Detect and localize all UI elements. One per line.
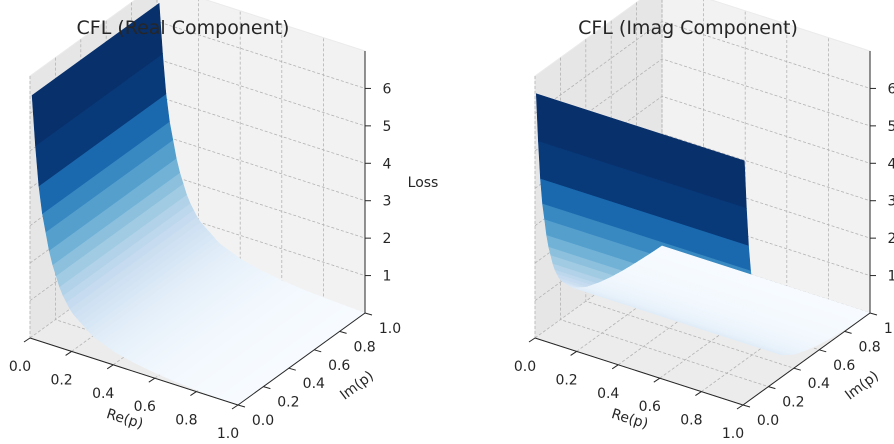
y-tick-label: 0.8 — [353, 339, 375, 355]
y-tick-mark — [844, 330, 852, 334]
x-tick-mark — [106, 364, 114, 370]
x-tick-label: 0.0 — [514, 359, 536, 375]
z-tick-label: 6 — [888, 81, 894, 97]
x-tick-mark — [148, 377, 156, 383]
y-tick-mark — [768, 386, 776, 390]
x-tick-label: 0.2 — [555, 372, 577, 388]
subplot-real: 0.00.20.40.60.81.00.00.20.40.60.81.01234… — [9, 0, 438, 442]
x-tick-label: 0.0 — [9, 359, 31, 375]
subplot-imag: 0.00.20.40.60.81.00.00.20.40.60.81.01234… — [514, 0, 894, 442]
y-tick-label: 0.6 — [328, 358, 350, 374]
x-tick-mark — [611, 364, 619, 370]
z-tick-label: 5 — [383, 119, 392, 135]
x-axis-line — [534, 337, 744, 406]
y-tick-label: 0.6 — [833, 358, 855, 374]
y-axis-line — [237, 312, 366, 406]
y-tick-label: 1.0 — [379, 321, 401, 337]
surface — [535, 93, 871, 356]
y-tick-mark — [793, 367, 801, 371]
y-tick-mark — [819, 349, 827, 353]
chart-title: CFL (Imag Component) — [578, 17, 798, 39]
x-tick-mark — [65, 350, 72, 356]
x-tick-mark — [528, 337, 536, 343]
y-tick-mark — [364, 312, 373, 316]
x-axis-line — [29, 337, 239, 406]
x-tick-mark — [570, 350, 577, 356]
y-tick-label: 0.4 — [303, 376, 325, 392]
x-tick-mark — [231, 404, 239, 410]
x-tick-mark — [23, 337, 31, 343]
x-tick-mark — [695, 391, 702, 397]
y-tick-label: 1.0 — [884, 321, 894, 337]
y-tick-mark — [237, 404, 246, 408]
y-tick-label: 0.4 — [808, 376, 830, 392]
y-tick-label: 0.0 — [252, 413, 274, 429]
y-tick-mark — [339, 330, 347, 334]
z-tick-label: 1 — [383, 269, 392, 285]
x-tick-label: 0.4 — [597, 386, 619, 402]
y-tick-mark — [314, 349, 322, 353]
z-tick-label: 4 — [888, 156, 894, 172]
y-tick-label: 0.8 — [858, 339, 880, 355]
y-tick-mark — [869, 312, 878, 316]
y-tick-label: 0.2 — [782, 395, 804, 411]
surface-strip — [31, 2, 163, 147]
surface — [31, 2, 366, 406]
x-tick-label: 0.8 — [175, 413, 197, 429]
chart-title: CFL (Real Component) — [77, 17, 290, 39]
z-tick-label: 2 — [383, 231, 392, 247]
y-tick-mark — [263, 386, 271, 390]
y-tick-label: 0.0 — [757, 413, 779, 429]
x-tick-mark — [190, 391, 197, 397]
y-tick-mark — [742, 404, 751, 408]
z-tick-label: 6 — [383, 81, 392, 97]
z-tick-label: 5 — [888, 119, 894, 135]
x-tick-mark — [736, 404, 744, 410]
x-tick-mark — [653, 377, 661, 383]
x-tick-label: 0.6 — [134, 399, 156, 415]
z-tick-label: 1 — [888, 269, 894, 285]
y-axis-line — [742, 312, 871, 406]
z-tick-label: 2 — [888, 231, 894, 247]
x-tick-label: 1.0 — [217, 426, 239, 442]
x-tick-label: 1.0 — [722, 426, 744, 442]
z-tick-label: 3 — [383, 194, 392, 210]
y-tick-mark — [288, 367, 296, 371]
x-tick-label: 0.6 — [639, 399, 661, 415]
y-tick-label: 0.2 — [277, 395, 299, 411]
z-tick-label: 4 — [383, 156, 392, 172]
z-axis-label: Loss — [408, 175, 439, 191]
x-tick-label: 0.8 — [680, 413, 702, 429]
x-tick-label: 0.2 — [50, 372, 72, 388]
z-tick-label: 3 — [888, 194, 894, 210]
x-tick-label: 0.4 — [92, 386, 114, 402]
